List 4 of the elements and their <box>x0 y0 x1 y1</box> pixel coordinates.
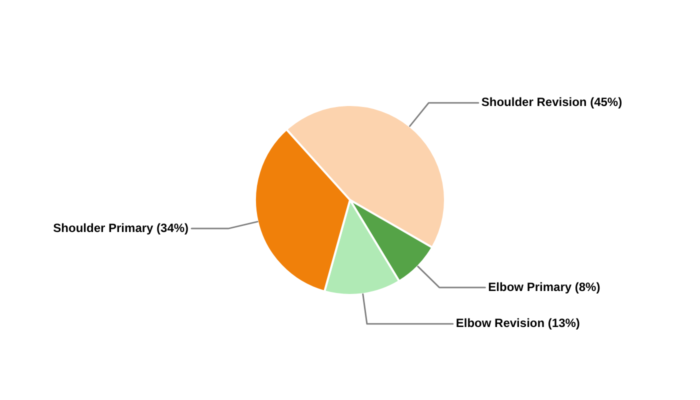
slice-label: Elbow Revision (13%) <box>456 316 580 330</box>
slice-label: Shoulder Primary (34%) <box>53 220 189 235</box>
slice-label: Shoulder Revision (45%) <box>481 95 622 110</box>
slice-label: Elbow Primary (8%) <box>488 280 600 294</box>
